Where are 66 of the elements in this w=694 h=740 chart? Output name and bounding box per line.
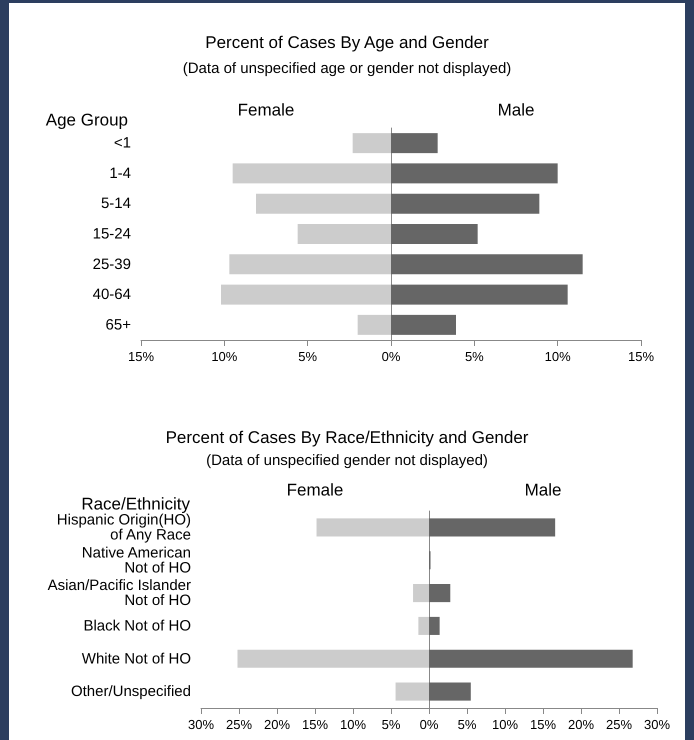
chart-subtitle: (Data of unspecified age or gender not displayed) <box>182 60 512 77</box>
x-tick-label: 15% <box>628 349 654 364</box>
bar <box>429 682 471 701</box>
bar <box>391 194 540 214</box>
x-tick-label: 30% <box>644 717 670 732</box>
chart-title: Percent of Cases By Age and Gender <box>205 33 490 52</box>
bar <box>232 163 391 184</box>
x-tick-label: 10% <box>340 717 366 732</box>
x-tick-label: 25% <box>226 717 252 732</box>
x-tick-label: 5% <box>458 717 477 732</box>
x-tick-label: 30% <box>188 717 214 732</box>
series-label: Male <box>524 480 562 500</box>
bar <box>429 518 556 536</box>
y-tick-label: 15-24 <box>92 226 131 242</box>
y-tick-label: 65+ <box>106 316 132 334</box>
x-tick-label: 5% <box>298 349 318 364</box>
chart-subtitle: (Data of unspecified gender not displayed) <box>206 452 488 469</box>
bar <box>391 163 558 184</box>
y-axis-title: Age Group <box>46 110 128 130</box>
bar <box>298 224 391 244</box>
bar <box>352 133 391 154</box>
x-tick-label: 0% <box>420 717 439 732</box>
x-tick-label: 15% <box>128 349 154 364</box>
bar <box>429 584 450 602</box>
text: Male <box>498 100 534 120</box>
bar <box>391 284 568 305</box>
bar <box>429 616 440 635</box>
x-tick-label: 20% <box>264 717 290 732</box>
x-tick-label: 10% <box>492 717 518 732</box>
y-tick-label: Other/Unspecified <box>70 683 191 700</box>
bar <box>391 133 438 154</box>
bar <box>221 284 391 305</box>
bar <box>358 314 391 335</box>
bar <box>229 254 391 274</box>
y-tick-label: Asian/Pacific Islander Not of HO <box>48 577 191 610</box>
bar <box>396 682 429 701</box>
x-tick-label: 5% <box>464 349 484 364</box>
bar <box>413 584 429 602</box>
y-tick-label: 40-64 <box>92 286 131 304</box>
y-tick-label: <1 <box>114 134 131 152</box>
y-tick-label: 1-4 <box>109 164 131 182</box>
y-tick-label: Black Not of HO <box>83 617 191 634</box>
x-tick-label: 15% <box>302 717 328 732</box>
x-tick-label: 10% <box>544 349 572 364</box>
bar <box>418 616 429 635</box>
x-tick-label: 15% <box>530 717 556 732</box>
bar <box>237 650 429 668</box>
x-tick-label: 20% <box>568 717 594 732</box>
text: Female <box>238 100 294 120</box>
bar <box>429 650 633 668</box>
bar <box>391 254 583 274</box>
y-tick-label: 5-14 <box>100 195 131 212</box>
x-tick-label: 25% <box>606 717 632 732</box>
x-tick-label: 0% <box>382 349 401 364</box>
chart-title: Percent of Cases By Race/Ethnicity and Gender <box>166 428 529 447</box>
x-tick-label: 5% <box>382 717 401 732</box>
y-tick-label: White Not of HO <box>82 650 191 668</box>
y-tick-label: 25-39 <box>92 256 131 273</box>
bar <box>256 194 391 214</box>
bar <box>391 224 478 244</box>
bar <box>391 314 456 335</box>
x-tick-label: 10% <box>211 349 238 364</box>
bar <box>316 518 429 536</box>
y-axis-title: Race/Ethnicity <box>81 494 190 514</box>
series-label: Female <box>286 480 344 500</box>
y-tick-label: Native American Not of HO <box>82 544 191 576</box>
